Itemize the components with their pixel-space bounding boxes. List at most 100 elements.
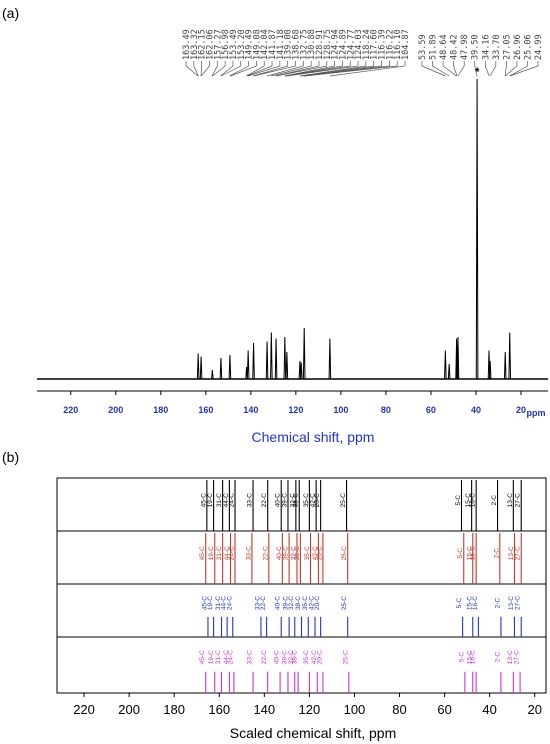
spectrum-peak	[228, 354, 232, 380]
assignment-label: 24-C	[227, 650, 234, 664]
assignment-label: 13-C	[507, 650, 514, 664]
panel-a-x-tick-label: 40	[471, 405, 481, 415]
peak-leader-line	[246, 61, 265, 77]
peak-leader-line	[432, 61, 450, 77]
panel-a-label: (a)	[2, 5, 19, 21]
peak-shift-label: 24.99	[534, 34, 544, 60]
assignment-label: 33-C	[245, 546, 252, 560]
assignment-label: 44-C	[221, 596, 228, 610]
assignment-label: 42-C	[311, 650, 318, 664]
panel-a-x-tick-label: 60	[426, 405, 436, 415]
peak-shift-label: 116.10	[393, 29, 403, 60]
assignment-label: 5-C	[456, 598, 463, 609]
spectrum-peak	[252, 342, 255, 380]
peak-leader-line	[253, 61, 289, 77]
peak-shift-label: 153.49	[229, 29, 239, 60]
peak-shift-label: 39.50	[471, 34, 481, 60]
assignment-label: 39-C	[283, 596, 290, 610]
peak-shift-label: 51.89	[429, 34, 439, 60]
assignment-label: 40-C	[275, 596, 282, 610]
peak-leader-line	[220, 61, 242, 77]
peak-leader-line	[329, 61, 406, 77]
peak-leader-line	[509, 61, 539, 77]
assignment-label: 22-C	[261, 650, 268, 664]
peak-leader-line	[285, 61, 351, 77]
peak-leader-line	[284, 61, 335, 77]
assignment-label: 16-C	[470, 650, 477, 664]
peak-shift-label: 128.91	[315, 29, 325, 60]
assignment-label: 22-C	[260, 596, 267, 610]
spectrum-peak	[299, 362, 303, 380]
assignment-label: 19-C	[208, 650, 215, 664]
assignment-label: 16-C	[472, 596, 479, 610]
assignment-label: 2-C	[494, 652, 501, 663]
assignment-label: 24-C	[229, 546, 236, 560]
peak-shift-label: 48.64	[439, 34, 449, 60]
peak-shift-label: 130.88	[307, 29, 317, 60]
assignment-label: 44-C	[223, 650, 230, 664]
peak-leader-line	[253, 61, 296, 77]
assignment-label: 15-C	[466, 650, 473, 664]
spectrum-peak	[447, 363, 451, 380]
assignment-label: 16-C	[470, 546, 477, 560]
panel-b-x-tick-label: 100	[344, 702, 366, 717]
peak-leader-line	[211, 61, 218, 77]
panel-b-x-tick-label: 180	[163, 702, 185, 717]
assignment-label: 20-C	[316, 546, 323, 560]
assignment-label: 35-C	[303, 650, 310, 664]
peak-leader-line	[275, 61, 320, 77]
peak-shift-label: 116.22	[385, 29, 395, 60]
peak-shift-label: 157.27	[213, 29, 223, 60]
assignment-label: 40-C	[274, 650, 281, 664]
assignment-label: 19-C	[208, 546, 215, 560]
assignment-label: 45-C	[200, 493, 207, 507]
assignment-label: 33-C	[247, 650, 254, 664]
panel-b-frame	[56, 477, 547, 694]
peak-leader-line	[200, 61, 210, 77]
assignment-label: 45-C	[201, 596, 208, 610]
peak-shift-label: 124.89	[338, 29, 348, 60]
assignment-label: 33-C	[247, 493, 254, 507]
peak-leader-line	[442, 61, 457, 77]
peak-leader-line	[230, 61, 257, 77]
peak-shift-label: 153.20	[237, 29, 247, 60]
peak-shift-label: 132.75	[299, 29, 309, 60]
assignment-label: 38-C	[294, 546, 301, 560]
panel-b-x-tick-label: 20	[527, 702, 541, 717]
assignment-label: 13-C	[508, 546, 515, 560]
assignment-label: 15-C	[466, 546, 473, 560]
peak-shift-label: 128.75	[323, 29, 333, 60]
assignment-label: 39-C	[283, 546, 290, 560]
spectrum-peak	[302, 327, 306, 380]
panel-a-x-tick-label: 140	[243, 405, 258, 415]
assignment-label: 42-C	[310, 493, 317, 507]
assignment-label: 5-C	[457, 548, 464, 559]
assignment-label: 45-C	[199, 650, 206, 664]
peak-leader-line	[200, 61, 202, 77]
peak-leader-line	[304, 61, 398, 77]
peak-leader-line	[484, 61, 490, 77]
spectrum-peak	[508, 332, 512, 380]
panel-a-x-tick-label: 80	[381, 405, 391, 415]
assignment-label: 31-C	[215, 650, 222, 664]
assignment-label: 44-C	[223, 493, 230, 507]
peak-shift-label: 163.32	[190, 29, 200, 60]
assignment-label: 19-C	[207, 493, 214, 507]
peak-leader-line	[421, 61, 446, 77]
spectrum-peak	[270, 332, 273, 380]
assignment-label: 27-C	[515, 596, 522, 610]
assignment-label: 31-C	[216, 493, 223, 507]
peak-leader-line	[509, 61, 528, 77]
assignment-label: 32-C	[289, 493, 296, 507]
spectrum-peak	[475, 78, 479, 380]
assignment-label: 20-C	[316, 650, 323, 664]
peak-shift-label: 141.87	[268, 29, 278, 60]
assignment-label: 44-C	[224, 546, 231, 560]
assignment-label: 19-C	[207, 596, 214, 610]
peak-shift-label: 118.24	[362, 29, 372, 60]
spectrum-peak	[211, 369, 214, 380]
spectrum-peak	[456, 336, 460, 380]
panel-a-x-tick-label: 100	[333, 405, 348, 415]
assignment-label: 25-C	[340, 493, 347, 507]
